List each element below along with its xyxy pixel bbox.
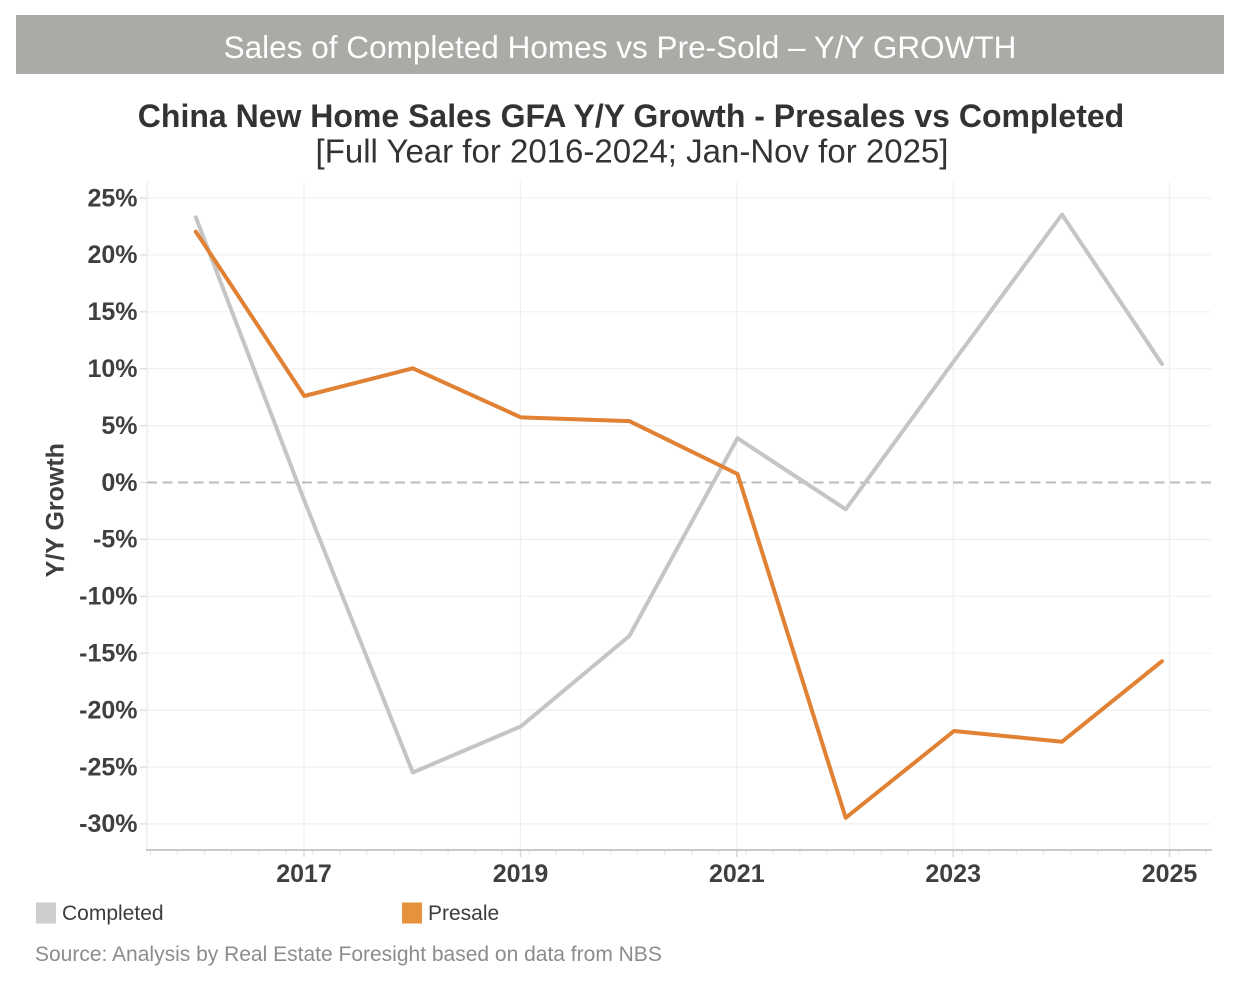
svg-text:-20%: -20%: [79, 696, 137, 724]
svg-text:-25%: -25%: [79, 753, 137, 781]
svg-text:Presale: Presale: [428, 902, 499, 925]
svg-text:2017: 2017: [276, 860, 332, 888]
svg-text:Sales of Completed Homes vs Pr: Sales of Completed Homes vs Pre-Sold – Y…: [224, 29, 1017, 65]
svg-text:2023: 2023: [925, 860, 981, 888]
svg-text:2025: 2025: [1142, 860, 1198, 888]
svg-text:15%: 15%: [87, 298, 137, 326]
svg-text:[Full Year for 2016-2024; Jan-: [Full Year for 2016-2024; Jan-Nov for 20…: [316, 133, 949, 170]
svg-text:5%: 5%: [101, 412, 137, 440]
svg-text:-30%: -30%: [79, 810, 137, 838]
svg-text:2019: 2019: [493, 860, 549, 888]
svg-text:-5%: -5%: [93, 526, 137, 554]
svg-text:0%: 0%: [101, 469, 137, 497]
svg-text:China New Home Sales GFA Y/Y G: China New Home Sales GFA Y/Y Growth - Pr…: [138, 98, 1124, 134]
svg-text:-10%: -10%: [79, 583, 137, 611]
svg-text:10%: 10%: [87, 355, 137, 383]
svg-text:2021: 2021: [709, 860, 765, 888]
svg-text:20%: 20%: [87, 241, 137, 269]
svg-text:Y/Y Growth: Y/Y Growth: [42, 443, 70, 577]
svg-text:Completed: Completed: [62, 902, 164, 925]
svg-text:-15%: -15%: [79, 640, 137, 668]
svg-text:25%: 25%: [87, 184, 137, 212]
svg-text:Source: Analysis by Real Estat: Source: Analysis by Real Estate Foresigh…: [35, 943, 662, 966]
